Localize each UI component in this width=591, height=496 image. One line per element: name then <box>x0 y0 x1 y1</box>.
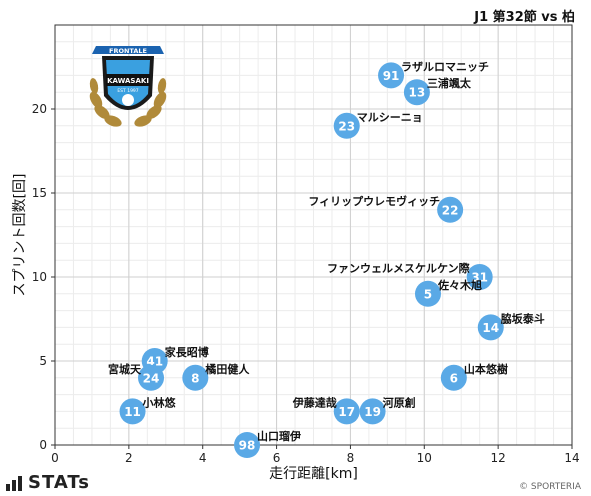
y-tick-label: 0 <box>39 438 47 452</box>
y-tick-label: 5 <box>39 354 47 368</box>
data-point <box>234 432 261 458</box>
player-name-label: 宮城天 <box>108 362 142 376</box>
x-tick-label: 14 <box>564 451 579 465</box>
point-number-label: 31 <box>471 271 488 285</box>
y-axis-label: スプリント回数[回] <box>12 174 28 297</box>
point-number-label: 8 <box>191 371 199 385</box>
data-point <box>119 398 146 425</box>
club-crest: FRONTALE KAWASAKI EST 1997 <box>89 46 167 127</box>
x-axis-label: 走行距離[km] <box>269 465 358 482</box>
x-tick-label: 6 <box>273 451 281 465</box>
point-number-label: 14 <box>482 321 499 335</box>
data-point <box>414 280 441 307</box>
chart-title: J1 第32節 vs 柏 <box>474 10 575 25</box>
player-name-label: 脇坂泰斗 <box>501 311 545 325</box>
point-number-label: 13 <box>409 86 426 100</box>
point-number-label: 24 <box>143 371 160 385</box>
player-name-label: 河原創 <box>383 395 416 409</box>
player-name-label: 山口瑠伊 <box>257 429 301 443</box>
player-name-label: 佐々木旭 <box>437 278 482 292</box>
x-tick-label: 10 <box>417 451 432 465</box>
copyright-credit: © SPORTERIA <box>519 482 581 492</box>
crest-club-text: KAWASAKI <box>107 77 149 85</box>
player-name-label: 小林悠 <box>142 395 177 409</box>
data-point <box>378 62 405 89</box>
point-number-label: 6 <box>450 371 458 385</box>
x-tick-label: 2 <box>125 451 133 465</box>
stats-logo-text: STATs <box>28 472 90 493</box>
player-name-label: 伊藤達哉 <box>292 395 337 409</box>
data-point <box>437 196 464 223</box>
player-name-label: マルシーニョ <box>357 111 423 124</box>
data-point <box>333 398 360 425</box>
point-number-label: 11 <box>124 405 141 419</box>
player-name-label: ファンウェルメスケルケン際 <box>327 261 471 275</box>
point-number-label: 17 <box>338 405 355 419</box>
data-point <box>359 398 386 425</box>
point-number-label: 5 <box>424 287 432 301</box>
data-point <box>466 264 493 290</box>
point-number-label: 98 <box>239 439 256 453</box>
x-tick-label: 0 <box>51 451 59 465</box>
data-point <box>477 314 504 341</box>
data-point <box>403 79 430 106</box>
data-point <box>138 364 165 391</box>
player-name-label: 山本悠樹 <box>464 362 508 376</box>
y-tick-label: 20 <box>32 102 47 116</box>
data-point <box>440 364 467 391</box>
player-name-label: 橘田健人 <box>204 362 250 376</box>
x-tick-label: 12 <box>491 451 506 465</box>
player-name-label: 三浦颯太 <box>427 76 472 90</box>
stats-logo: STATs <box>6 472 90 493</box>
plot-frame <box>54 24 573 446</box>
point-number-label: 23 <box>338 119 355 133</box>
x-tick-label: 8 <box>347 451 355 465</box>
data-point <box>182 364 209 391</box>
crest-ribbon-text: FRONTALE <box>109 47 147 55</box>
data-point <box>333 112 360 139</box>
bar-chart-icon <box>6 475 22 491</box>
crest-est-text: EST 1997 <box>117 88 138 94</box>
player-name-label: 家長昭博 <box>165 345 209 359</box>
y-tick-label: 15 <box>32 186 47 200</box>
point-number-label: 19 <box>364 405 381 419</box>
point-number-label: 91 <box>383 69 400 83</box>
y-tick-label: 10 <box>32 270 47 284</box>
player-name-label: ラザルロマニッチ <box>401 60 489 73</box>
point-number-label: 22 <box>442 203 459 217</box>
x-tick-label: 4 <box>199 451 207 465</box>
player-name-label: フィリップウレモヴィッチ <box>308 194 440 208</box>
